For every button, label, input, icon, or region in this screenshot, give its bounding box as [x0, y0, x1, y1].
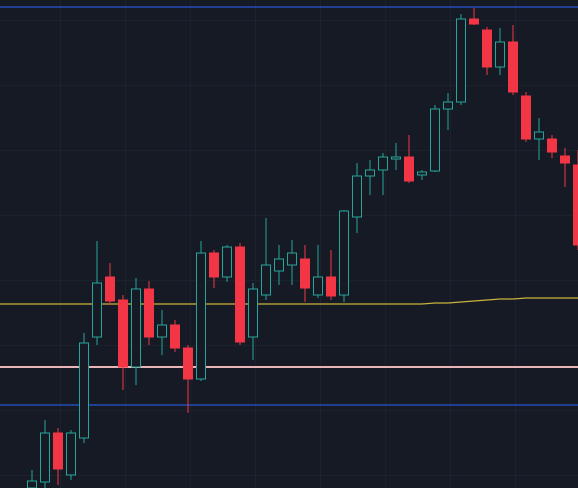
candle-body	[521, 95, 531, 140]
candle-body	[79, 342, 89, 439]
candle-body	[222, 246, 232, 278]
candle-body	[417, 171, 427, 176]
candle-body	[183, 347, 193, 380]
candle-body	[209, 252, 219, 278]
candle-body	[495, 41, 505, 68]
candle-body	[261, 264, 271, 296]
candle-body	[196, 252, 206, 380]
candle-body	[235, 246, 245, 343]
candle-body	[469, 18, 479, 25]
candle-body	[313, 276, 323, 296]
candle-body	[430, 108, 440, 172]
candle-body	[547, 138, 557, 153]
candle-body	[170, 324, 180, 349]
candle-body	[456, 18, 466, 103]
candle-body	[131, 288, 141, 368]
candle-body	[508, 41, 518, 93]
candle-body	[53, 432, 63, 470]
candle-body	[534, 131, 544, 140]
candle-body	[248, 288, 258, 338]
candle-body	[443, 101, 453, 110]
candle-body	[40, 432, 50, 483]
candle-body	[365, 169, 375, 177]
candle-body	[157, 324, 167, 338]
candle-body	[573, 164, 578, 246]
moving-average	[0, 297, 578, 305]
candle-body	[287, 252, 297, 266]
candle-body	[144, 288, 154, 338]
candle-body	[66, 432, 76, 476]
candle-body	[391, 156, 401, 160]
candle-body	[378, 156, 388, 171]
candle-body	[274, 258, 284, 272]
candle-body	[105, 276, 115, 302]
candle-body	[352, 175, 362, 218]
candle-body	[339, 210, 349, 296]
candle-body	[92, 282, 102, 338]
candle-body	[27, 480, 37, 488]
candle-body	[118, 299, 128, 368]
candle-body	[300, 258, 310, 289]
candle-body	[404, 156, 414, 182]
candle-body	[560, 155, 570, 164]
candle-body	[482, 29, 492, 68]
candle-body	[326, 276, 336, 297]
